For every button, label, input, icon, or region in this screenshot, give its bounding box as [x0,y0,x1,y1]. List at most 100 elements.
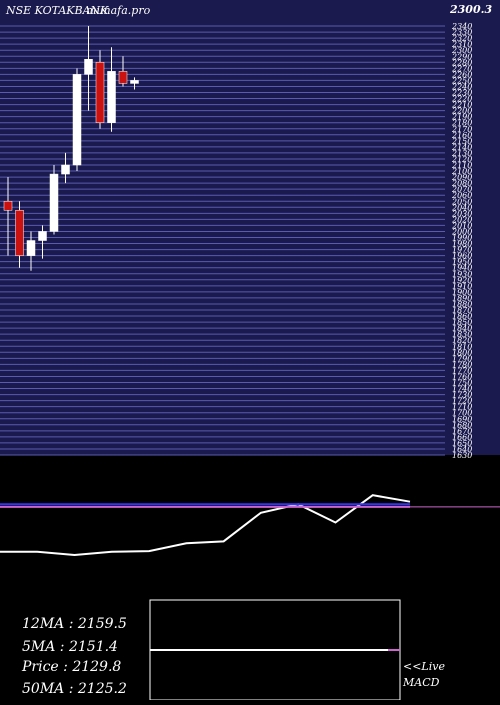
y-tick-label: 1920 [452,276,472,285]
y-tick-label: 1750 [452,379,472,388]
y-tick-label: 1660 [452,433,472,442]
y-tick-label: 1980 [452,240,472,249]
candle-body [118,71,128,84]
stat-price: Price : 2129.8 [21,659,121,675]
candle-body [130,80,139,84]
y-tick-label: 1940 [452,264,472,273]
y-tick-label: 1650 [452,439,472,448]
price-panel [0,0,500,455]
stat-50ma: 50MA : 2125.2 [22,681,127,697]
y-tick-label: 1700 [452,409,472,418]
y-tick-label: 2150 [451,137,472,146]
y-tick-label: 1630 [452,451,472,460]
y-tick-label: 2080 [451,179,472,188]
candle-body [72,74,82,166]
candle-body [38,231,47,241]
y-tick-label: 1860 [452,312,472,321]
y-tick-label: 2130 [451,149,472,158]
y-tick-label: 1780 [452,360,472,369]
y-tick-label: 2220 [451,95,472,104]
y-tick-label: 2010 [451,221,472,230]
y-tick-label: 2200 [451,107,472,116]
y-tick-label: 1790 [452,354,472,363]
candles [3,26,139,271]
candle-body [3,201,13,211]
y-tick-label: 2310 [451,40,472,49]
stat-12ma: 12MA : 2159.5 [22,616,127,632]
brand-label: munafa.pro [86,4,151,17]
y-tick-label: 2020 [451,215,472,224]
candle-body [95,62,105,123]
price-axis-labels: 1630164016501660167016801690170017101720… [451,22,472,460]
y-tick-label: 2120 [451,155,472,164]
y-tick-label: 1870 [452,306,472,315]
y-tick-label: 1770 [452,366,472,375]
macd-panel [0,494,500,557]
y-tick-label: 1990 [452,234,472,243]
y-tick-label: 2330 [451,28,472,37]
y-tick-label: 2300 [451,46,472,55]
y-tick-label: 1640 [452,445,472,454]
macd-line [0,494,411,557]
y-tick-label: 1810 [452,342,472,351]
price-overlay: 2300.3 [449,3,492,16]
y-tick-label: 1950 [452,258,472,267]
y-tick-label: 2040 [451,203,472,212]
y-tick-label: 2000 [451,227,472,236]
y-tick-label: 2030 [451,209,472,218]
y-tick-label: 2110 [451,161,472,170]
y-tick-label: 1820 [452,336,472,345]
macd-label: MACD [402,676,440,689]
candle-body [61,164,70,175]
y-tick-label: 1850 [452,318,472,327]
y-tick-label: 1830 [452,330,472,339]
y-tick-label: 2060 [451,191,472,200]
y-tick-label: 2270 [451,64,472,73]
candle-body [107,71,116,123]
y-tick-label: 2280 [451,58,472,67]
y-tick-label: 2160 [451,131,472,140]
y-tick-label: 2290 [451,52,472,61]
y-tick-label: 2190 [451,113,472,122]
y-tick-label: 1960 [452,252,472,261]
y-tick-label: 1880 [452,300,472,309]
y-tick-label: 2050 [451,197,472,206]
y-tick-label: 1970 [452,246,472,255]
y-tick-label: 2260 [451,70,472,79]
y-tick-label: 1890 [452,294,472,303]
chart-title: NSE KOTAKBANK [5,4,109,17]
y-tick-label: 2240 [451,82,472,91]
candle-body [84,59,93,75]
y-tick-label: 2070 [451,185,472,194]
y-tick-label: 2210 [451,101,472,110]
y-tick-label: 2170 [451,125,472,134]
candle-body [26,240,36,256]
y-tick-label: 2140 [451,143,472,152]
y-tick-label: 1900 [452,288,472,297]
y-tick-label: 1730 [452,391,472,400]
stat-5ma: 5MA : 2151.4 [22,639,118,655]
candle-body [49,173,59,232]
y-tick-label: 2180 [451,119,472,128]
y-tick-label: 2090 [451,173,472,182]
y-tick-label: 1670 [452,427,472,436]
y-tick-label: 1680 [452,421,472,430]
y-tick-label: 1710 [452,403,472,412]
y-tick-label: 1740 [452,385,472,394]
y-tick-label: 2100 [451,167,472,176]
y-tick-label: 1760 [452,372,472,381]
y-tick-label: 2230 [451,89,472,98]
y-tick-label: 1930 [452,270,472,279]
y-tick-label: 1690 [452,415,472,424]
candle-body [15,210,24,256]
y-tick-label: 1720 [452,397,472,406]
y-tick-label: 2340 [451,22,472,31]
live-label: <<Live [403,660,445,673]
y-tick-label: 1840 [452,324,472,333]
y-tick-label: 1800 [452,348,472,357]
y-tick-label: 1910 [452,282,472,291]
y-tick-label: 2250 [451,76,472,85]
y-tick-label: 2320 [451,34,472,43]
